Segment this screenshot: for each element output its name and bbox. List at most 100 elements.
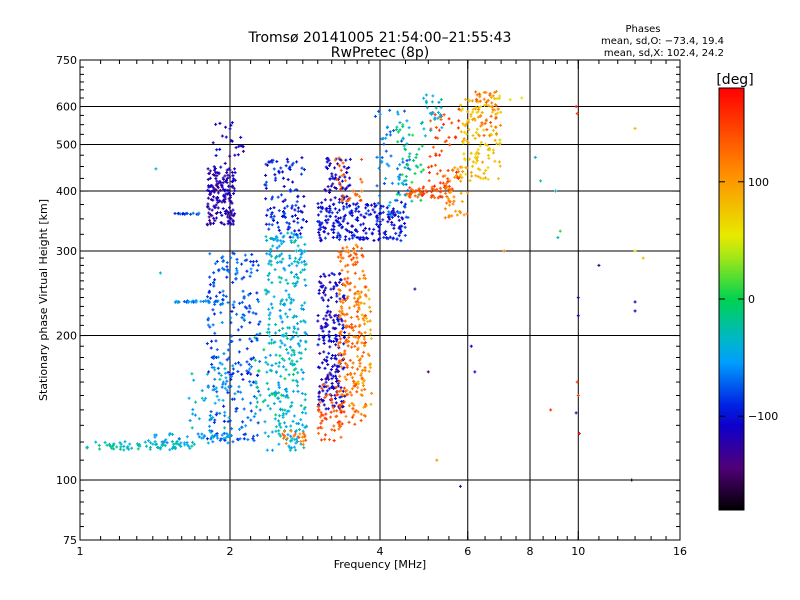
data-point	[224, 179, 228, 183]
data-point	[242, 437, 246, 441]
data-point	[378, 236, 382, 240]
data-point	[285, 204, 289, 208]
y-tick-label: 600	[56, 101, 77, 114]
data-point	[329, 368, 333, 372]
data-point	[328, 393, 332, 397]
data-point	[290, 163, 294, 167]
data-point	[174, 441, 178, 445]
data-point	[368, 305, 372, 309]
data-point	[459, 103, 463, 107]
data-point	[282, 358, 286, 362]
data-point	[368, 319, 372, 323]
data-point	[353, 228, 357, 232]
data-point	[212, 165, 216, 169]
data-point	[218, 377, 222, 381]
data-point	[330, 211, 334, 215]
data-point	[243, 305, 247, 309]
data-point	[468, 157, 472, 161]
data-point	[328, 188, 332, 192]
data-point	[297, 228, 301, 232]
data-point	[219, 181, 223, 185]
data-point	[430, 194, 434, 198]
data-point	[282, 436, 286, 440]
data-point	[353, 271, 357, 275]
data-point	[456, 170, 460, 174]
data-point	[326, 232, 330, 236]
data-point	[320, 207, 324, 211]
data-point	[283, 377, 287, 381]
data-point	[192, 378, 196, 382]
data-point	[206, 441, 210, 445]
data-point	[123, 440, 127, 444]
data-point	[249, 271, 253, 275]
data-point	[355, 315, 359, 319]
data-point	[405, 159, 409, 163]
data-point	[321, 329, 325, 333]
data-point	[404, 178, 408, 182]
data-point	[269, 302, 273, 306]
data-point	[226, 268, 230, 272]
data-point	[294, 272, 298, 276]
data-point	[346, 250, 350, 254]
data-point	[255, 433, 259, 437]
data-point	[478, 99, 482, 103]
data-point	[351, 361, 355, 365]
data-point	[390, 220, 394, 224]
data-point	[339, 278, 343, 282]
data-point	[268, 160, 272, 164]
data-point	[317, 390, 321, 394]
data-point	[356, 289, 360, 293]
data-point	[448, 179, 452, 183]
y-tick-label: 300	[56, 245, 77, 258]
phase-box-line-o: mean, sd,O: −73.4, 19.4	[601, 36, 724, 47]
data-point	[331, 406, 335, 410]
data-point	[209, 198, 213, 202]
data-point	[226, 301, 230, 305]
data-point	[348, 306, 352, 310]
data-point	[460, 165, 464, 169]
data-point	[576, 394, 580, 398]
data-point	[341, 282, 345, 286]
data-point	[178, 212, 182, 216]
data-point	[352, 384, 356, 388]
data-point	[333, 158, 337, 162]
data-point	[168, 448, 172, 452]
data-point	[122, 448, 126, 452]
data-point	[215, 179, 219, 183]
data-point	[277, 432, 281, 436]
data-point	[224, 294, 228, 298]
data-point	[236, 438, 240, 442]
data-point	[293, 327, 297, 331]
data-point	[264, 173, 268, 177]
data-point	[339, 256, 343, 260]
data-point	[213, 331, 217, 335]
data-point	[339, 337, 343, 341]
data-point	[151, 442, 155, 446]
data-point	[477, 107, 481, 111]
data-point	[405, 119, 409, 123]
data-point	[494, 132, 498, 136]
colorbar-tick-label: −100	[748, 410, 778, 423]
data-point	[375, 155, 379, 159]
data-point	[276, 195, 280, 199]
data-point	[231, 440, 235, 444]
data-point	[207, 171, 211, 175]
data-point	[223, 189, 227, 193]
data-point	[301, 423, 305, 427]
data-point	[335, 337, 339, 341]
data-point	[208, 325, 212, 329]
data-point	[454, 209, 458, 213]
data-point	[340, 422, 344, 426]
data-point	[294, 448, 298, 452]
data-point	[382, 142, 386, 146]
data-point	[223, 438, 227, 442]
data-point	[333, 186, 337, 190]
x-tick-label: 1	[77, 545, 84, 558]
data-point	[389, 154, 393, 158]
data-point	[486, 143, 490, 147]
data-point	[130, 446, 134, 450]
data-point	[397, 178, 401, 181]
data-point	[254, 380, 258, 384]
data-point	[438, 113, 442, 117]
data-point	[230, 201, 234, 205]
